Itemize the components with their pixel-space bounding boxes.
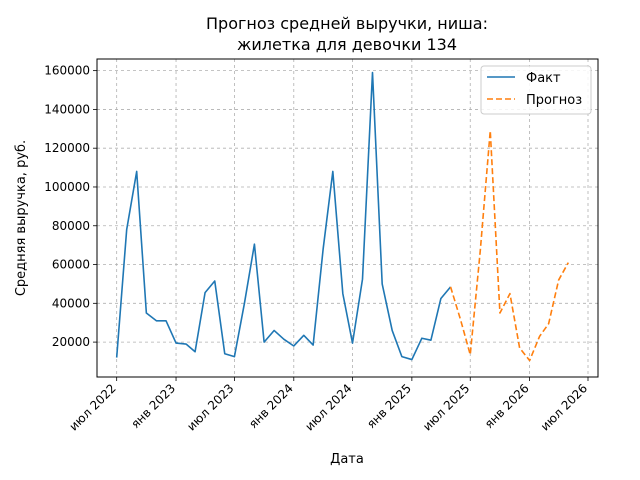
x-axis-label: Дата (330, 452, 364, 467)
series-line-actual (115, 71, 452, 361)
x-tick-label: янв 2024 (246, 381, 296, 431)
y-tick-label: 140000 (44, 102, 90, 116)
chart-title: Прогноз средней выручки, ниша: жилетка д… (206, 14, 488, 54)
legend: Факт Прогноз (480, 65, 592, 115)
legend-label: Факт (526, 71, 561, 86)
y-tick-label: 60000 (52, 258, 90, 272)
x-tick-label: июл 2024 (302, 381, 354, 433)
y-tick-label: 20000 (52, 335, 90, 349)
chart-title-line-1: Прогноз средней выручки, ниша: (206, 14, 488, 33)
x-tick-label: янв 2023 (128, 381, 178, 431)
x-tick-label: июл 2023 (184, 381, 236, 433)
legend-frame (480, 65, 592, 115)
grid-lines (97, 59, 598, 377)
y-axis-label: Средняя выручка, руб. (14, 140, 29, 296)
series-line-forecast (449, 129, 570, 362)
x-tick-label: июл 2025 (420, 381, 472, 433)
x-tick-label: янв 2025 (364, 381, 414, 431)
x-axis-ticks: июл 2022 янв 2023 июл 2023 янв 2024 июл 2024… (67, 377, 590, 434)
y-tick-label: 100000 (44, 180, 90, 194)
plot-series (115, 71, 570, 362)
x-tick-label: июл 2026 (538, 381, 590, 433)
y-tick-label: 160000 (44, 64, 90, 78)
legend-label: Прогноз (526, 93, 582, 108)
y-tick-label: 120000 (44, 141, 90, 155)
plot-area-frame (96, 58, 599, 378)
x-tick-label: янв 2026 (482, 381, 532, 431)
x-tick-label: июл 2022 (67, 381, 119, 433)
chart-title-line-2: жилетка для девочки 134 (237, 35, 457, 54)
y-tick-label: 40000 (52, 296, 90, 310)
y-tick-label: 80000 (52, 219, 90, 233)
y-axis-ticks: 20000 40000 60000 80000 100000 120000 140000 16… (44, 64, 97, 349)
